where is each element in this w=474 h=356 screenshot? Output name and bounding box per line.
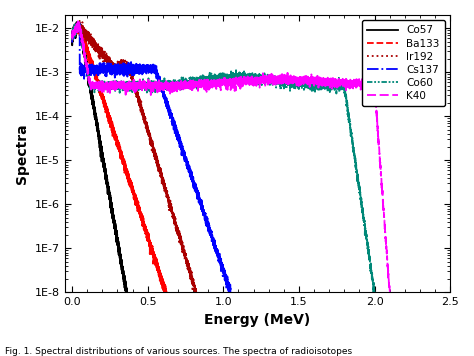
Ir192 [153,157,158,162]
Co57 [69,40,75,44]
Co60 [271,80,277,84]
Text: Fig. 1. Spectral distributions of various sources. The spectra of radioisotopes: Fig. 1. Spectral distributions of variou… [5,347,352,356]
Ba133 [82,44,88,49]
Co57 [74,20,80,24]
Ba133 [164,290,169,294]
Cs137 [155,78,161,82]
Cs137 [228,287,234,291]
K40 [387,290,392,294]
Cs137 [194,190,200,194]
Ba133 [78,29,83,33]
K40 [104,84,110,89]
K40 [183,84,189,88]
Co57 [124,290,129,294]
Ba133 [69,38,75,42]
Co57 [78,33,83,38]
Ba133 [119,153,125,158]
Line: Co57: Co57 [72,22,127,292]
Ir192 [69,38,75,43]
Cs137 [207,226,212,230]
Cs137 [169,113,174,117]
Co60 [119,80,125,85]
Ba133 [161,289,167,293]
Ba133 [148,241,154,245]
Line: Ir192: Ir192 [72,21,196,292]
X-axis label: Energy (MeV): Energy (MeV) [204,313,310,327]
K40 [75,19,81,23]
K40 [271,77,277,81]
Ba133 [109,124,115,129]
Co60 [69,37,75,41]
Ir192 [77,19,82,23]
Co60 [372,290,377,294]
K40 [69,34,75,38]
K40 [211,78,217,83]
Line: Ba133: Ba133 [72,22,166,292]
Ba133 [76,20,82,24]
Cs137 [69,40,75,44]
Co60 [320,83,326,87]
K40 [238,80,244,84]
Ir192 [90,38,95,43]
Co60 [372,290,377,294]
K40 [92,82,98,86]
Co57 [103,170,109,174]
Ir192 [138,103,144,108]
Ir192 [73,27,78,31]
Co60 [197,75,202,79]
Line: Cs137: Cs137 [72,23,231,292]
Co57 [91,104,97,108]
Co57 [124,288,130,293]
Cs137 [129,67,135,72]
Cs137 [227,289,232,294]
Ir192 [80,31,85,35]
Co57 [109,208,115,212]
Ir192 [193,290,199,294]
Y-axis label: Spectra: Spectra [15,124,29,184]
Ir192 [156,166,162,170]
Co57 [71,27,77,31]
Legend: Co57, Ba133, Ir192, Cs137, Co60, K40: Co57, Ba133, Ir192, Cs137, Co60, K40 [362,20,445,106]
Cs137 [79,65,84,69]
Co57 [105,184,110,188]
Co60 [76,20,82,25]
Line: Co60: Co60 [72,22,374,292]
Line: K40: K40 [72,21,390,292]
Cs137 [76,21,82,25]
Co60 [187,79,192,84]
Co60 [160,86,165,90]
